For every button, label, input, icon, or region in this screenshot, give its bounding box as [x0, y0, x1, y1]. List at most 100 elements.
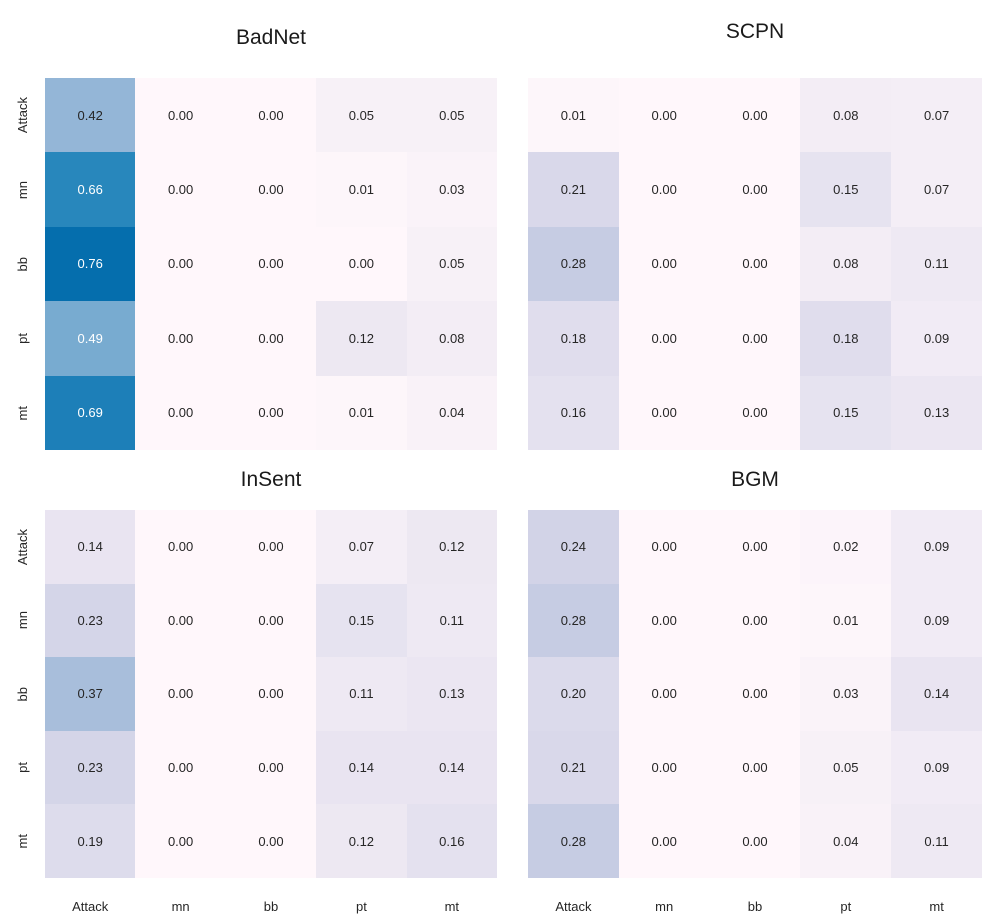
x-tick-label: Attack: [72, 898, 109, 914]
heatmap-cell: 0.42: [45, 78, 136, 153]
heatmap-cell: 0.00: [709, 78, 801, 153]
x-axis-labels-insent: Attack mn bb pt mt: [45, 893, 497, 916]
heatmap-cell: 0.01: [528, 78, 619, 153]
x-tick-label: Attack: [555, 898, 592, 914]
heatmap-cell: 0.49: [45, 301, 136, 376]
y-axis-labels-badnet: Attack mn bb pt mt: [6, 78, 38, 450]
heatmap-cell: 0.00: [618, 657, 710, 731]
heatmap-cell: 0.00: [225, 804, 317, 878]
heatmap-cell: 0.00: [225, 152, 317, 227]
y-tick-label: pt: [6, 731, 38, 805]
y-tick-label-text: bb: [14, 686, 30, 702]
heatmap-cell: 0.14: [45, 510, 136, 584]
heatmap-cell: 0.00: [709, 804, 801, 878]
heatmap-cell: 0.02: [800, 510, 892, 584]
heatmap-cell: 0.00: [618, 78, 710, 153]
y-tick-label-text: mn: [14, 611, 30, 630]
chart-title-scpn: SCPN: [725, 20, 785, 43]
heatmap-cell: 0.05: [800, 730, 892, 805]
heatmap-cell: 0.15: [316, 583, 407, 658]
y-tick-label: pt: [6, 301, 38, 375]
heatmap-cell: 0.12: [316, 804, 407, 878]
heatmap-cell: 0.00: [618, 730, 710, 805]
heatmap-cell: 0.00: [135, 804, 226, 878]
heatmap-cell: 0.18: [800, 301, 892, 376]
heatmap-cell: 0.76: [45, 226, 136, 302]
heatmap-cell: 0.00: [618, 301, 710, 376]
heatmap-cell: 0.08: [800, 78, 892, 153]
heatmap-cell: 0.23: [45, 730, 136, 805]
chart-title-insent: InSent: [240, 468, 302, 491]
heatmap-cell: 0.37: [45, 657, 136, 731]
heatmap-cell: 0.00: [709, 301, 801, 376]
chart-title-bgm: BGM: [731, 468, 779, 491]
heatmap-cell: 0.00: [709, 375, 801, 450]
heatmap-cell: 0.08: [800, 226, 892, 302]
heatmap-cell: 0.14: [891, 657, 982, 731]
heatmap-cell: 0.28: [528, 583, 619, 658]
heatmap-cell: 0.12: [316, 301, 407, 376]
heatmap-cell: 0.05: [406, 78, 497, 153]
heatmap-cell: 0.00: [316, 226, 407, 302]
x-tick-label: pt: [840, 898, 852, 914]
heatmap-cell: 0.07: [316, 510, 407, 584]
heatmap-cell: 0.00: [618, 583, 710, 658]
heatmap-cell: 0.15: [800, 152, 892, 227]
heatmap-cell: 0.03: [406, 152, 497, 227]
heatmap-cell: 0.21: [528, 152, 619, 227]
heatmap-cell: 0.03: [800, 657, 892, 731]
y-tick-label: mn: [6, 584, 38, 658]
y-tick-label: Attack: [6, 78, 38, 152]
y-tick-label: bb: [6, 657, 38, 731]
heatmap-cell: 0.13: [406, 657, 497, 731]
x-tick-label: bb: [263, 898, 279, 914]
heatmap-cell: 0.01: [800, 583, 892, 658]
heatmap-cell: 0.00: [618, 226, 710, 302]
heatmap-cell: 0.21: [528, 730, 619, 805]
heatmap-cell: 0.19: [45, 804, 136, 878]
heatmap-cell: 0.11: [891, 226, 982, 302]
heatmap-cell: 0.00: [135, 510, 226, 584]
y-tick-label-text: mt: [14, 833, 30, 849]
heatmap-cell: 0.11: [891, 804, 982, 878]
x-tick-label: mt: [929, 898, 944, 914]
heatmap-cell: 0.24: [528, 510, 619, 584]
heatmap-cell: 0.00: [618, 152, 710, 227]
y-tick-label-text: bb: [14, 256, 30, 272]
heatmap-cell: 0.00: [135, 730, 226, 805]
y-tick-label-text: Attack: [14, 528, 30, 565]
x-tick-label: pt: [355, 898, 367, 914]
heatmap-cell: 0.00: [135, 226, 226, 302]
y-tick-label-text: mn: [14, 180, 30, 199]
heatmap-cell: 0.08: [406, 301, 497, 376]
heatmap-cell: 0.00: [135, 152, 226, 227]
heatmap-cell: 0.00: [225, 730, 317, 805]
heatmap-cell: 0.00: [709, 510, 801, 584]
heatmap-insent: 0.14 0.00 0.00 0.07 0.12 0.23 0.00 0.00 0.15 0.11…: [45, 510, 497, 878]
x-axis-labels-bgm: Attack mn bb pt mt: [528, 893, 982, 916]
heatmap-cell: 0.00: [709, 730, 801, 805]
y-tick-label-text: pt: [14, 332, 30, 344]
heatmap-cell: 0.00: [225, 78, 317, 153]
heatmap-cell: 0.16: [528, 375, 619, 450]
heatmap-cell: 0.13: [891, 375, 982, 450]
y-tick-label: Attack: [6, 510, 38, 584]
y-tick-label: bb: [6, 227, 38, 301]
heatmap-cell: 0.69: [45, 375, 136, 450]
x-tick-label: bb: [747, 898, 763, 914]
heatmap-cell: 0.00: [225, 657, 317, 731]
heatmap-cell: 0.15: [800, 375, 892, 450]
heatmap-cell: 0.00: [135, 301, 226, 376]
heatmap-cell: 0.00: [618, 510, 710, 584]
x-tick-label: mt: [444, 898, 460, 914]
y-axis-labels-insent: Attack mn bb pt mt: [6, 510, 38, 878]
heatmap-cell: 0.00: [618, 375, 710, 450]
y-tick-label-text: mt: [14, 405, 30, 421]
heatmap-cell: 0.01: [316, 152, 407, 227]
y-tick-label-text: Attack: [14, 97, 30, 134]
heatmap-scpn: 0.01 0.00 0.00 0.08 0.07 0.21 0.00 0.00 0.15 0.07…: [528, 78, 982, 450]
heatmap-cell: 0.01: [316, 375, 407, 450]
heatmap-cell: 0.28: [528, 226, 619, 302]
heatmap-cell: 0.28: [528, 804, 619, 878]
